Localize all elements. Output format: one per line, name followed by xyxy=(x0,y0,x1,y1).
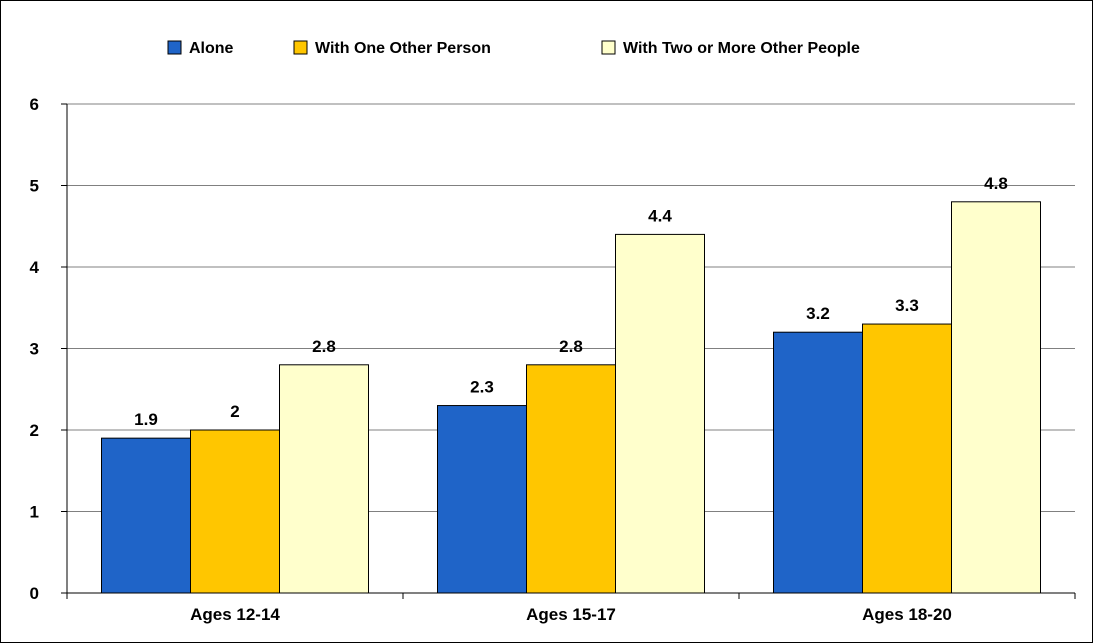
bar-with-two-or-more-other-people-ages-15-17 xyxy=(615,233,705,594)
data-label: 2.3 xyxy=(470,378,494,397)
bar-alone-ages-15-17 xyxy=(437,405,527,594)
bar-alone-ages-12-14 xyxy=(101,437,191,594)
data-label: 4.8 xyxy=(984,174,1008,193)
y-tick-label: 5 xyxy=(30,177,39,196)
legend-label-alone: Alone xyxy=(189,40,234,57)
legend: Alone With One Other Person With Two or Mo… xyxy=(167,40,860,57)
bar-with-one-other-person-ages-15-17 xyxy=(526,364,616,594)
legend-label-with-two-or-more-other-people: With Two or More Other People xyxy=(623,40,860,57)
y-tick-label: 0 xyxy=(30,584,39,603)
axes xyxy=(61,103,1076,599)
bar-with-two-or-more-other-people-ages-12-14 xyxy=(279,364,369,594)
bar-with-one-other-person-ages-18-20 xyxy=(862,323,952,594)
data-label: 2.8 xyxy=(312,337,336,356)
data-label: 2 xyxy=(230,402,239,421)
legend-swatch-alone xyxy=(167,40,182,55)
x-tick-label: Ages 12-14 xyxy=(190,605,280,624)
y-tick-label: 3 xyxy=(30,340,39,359)
y-tick-label: 6 xyxy=(30,95,39,114)
bar-alone-ages-18-20 xyxy=(773,331,863,594)
bar-with-one-other-person-ages-12-14 xyxy=(190,429,280,594)
bar-with-two-or-more-other-people-ages-18-20 xyxy=(951,201,1041,594)
legend-swatch-with-one-other-person xyxy=(293,40,308,55)
x-tick-label: Ages 18-20 xyxy=(862,605,952,624)
y-tick-label: 2 xyxy=(30,421,39,440)
y-tick-label: 1 xyxy=(30,503,39,522)
legend-swatch-with-two-or-more-other-people xyxy=(601,40,616,55)
data-label: 2.8 xyxy=(559,337,583,356)
data-label: 3.2 xyxy=(806,304,830,323)
data-labels: 1.9 2 2.8 2.3 2.8 4.4 3.2 3.3 4.8 xyxy=(134,174,1008,429)
bars xyxy=(101,201,1041,594)
legend-label-with-one-other-person: With One Other Person xyxy=(315,40,491,57)
x-axis-ticks: Ages 12-14 Ages 15-17 Ages 18-20 xyxy=(190,605,952,624)
x-tick-label: Ages 15-17 xyxy=(526,605,616,624)
data-label: 3.3 xyxy=(895,296,919,315)
y-tick-label: 4 xyxy=(30,258,40,277)
data-label: 4.4 xyxy=(648,206,672,225)
y-axis-ticks: 0 1 2 3 4 5 6 xyxy=(30,95,40,603)
data-label: 1.9 xyxy=(134,410,158,429)
